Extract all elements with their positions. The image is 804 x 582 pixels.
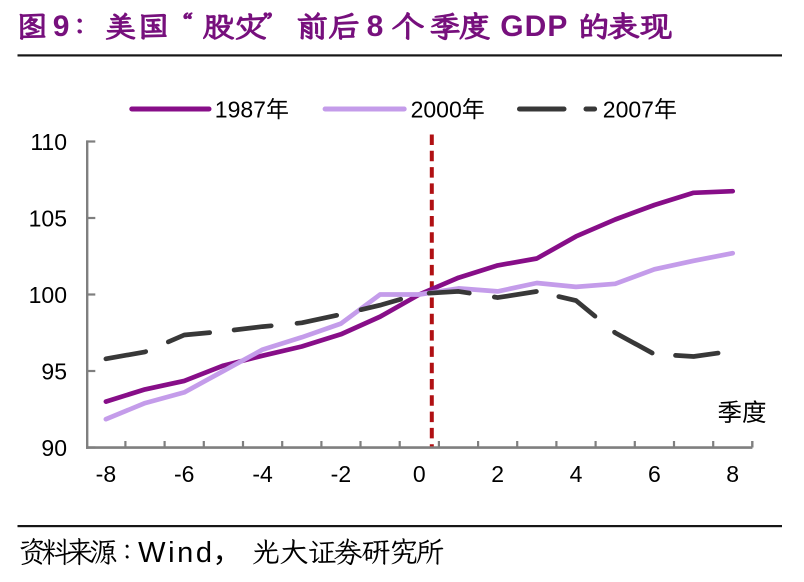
svg-text:2007: 2007 (603, 96, 654, 122)
svg-text:2000: 2000 (411, 96, 462, 122)
svg-text:4: 4 (570, 461, 583, 487)
svg-text:8: 8 (367, 10, 384, 43)
svg-text:6: 6 (648, 461, 661, 487)
svg-text:110: 110 (30, 129, 67, 155)
svg-text:105: 105 (29, 205, 67, 231)
svg-text:2: 2 (491, 461, 504, 487)
svg-text:8: 8 (726, 461, 739, 487)
svg-text:GDP: GDP (500, 10, 568, 43)
svg-text:-4: -4 (252, 461, 273, 487)
svg-text:9: 9 (53, 10, 70, 43)
svg-text:-8: -8 (96, 461, 116, 487)
svg-text:0: 0 (413, 461, 426, 487)
svg-text:Wind: Wind (138, 537, 214, 569)
svg-text:90: 90 (41, 435, 67, 461)
svg-text:100: 100 (29, 282, 67, 308)
svg-text:-2: -2 (331, 461, 351, 487)
svg-text:-6: -6 (174, 461, 194, 487)
svg-text:95: 95 (41, 358, 67, 384)
svg-text:1987: 1987 (215, 96, 266, 122)
